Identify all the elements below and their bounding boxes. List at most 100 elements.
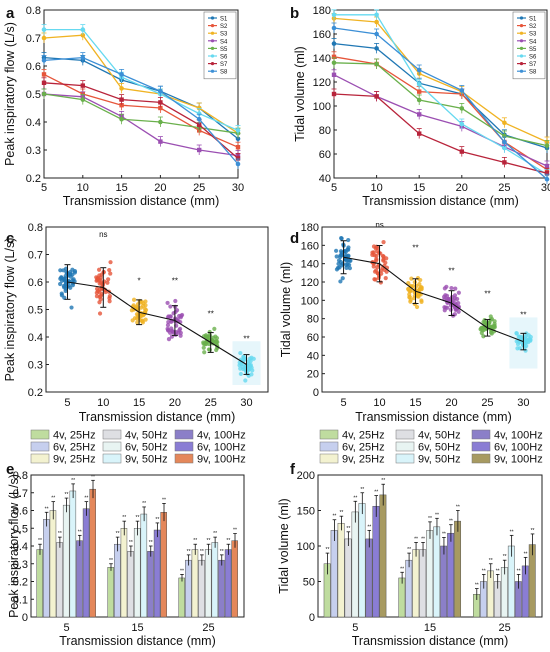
data-point <box>378 251 383 256</box>
legend-marker <box>519 69 524 73</box>
significance-label: ** <box>65 492 69 498</box>
x-tick-label: 25 <box>499 622 511 634</box>
data-point <box>488 330 494 335</box>
panel-letter: f <box>290 461 296 478</box>
y-tick-label: 0.3 <box>13 559 28 571</box>
bar <box>358 503 366 618</box>
y-tick-label: 0.2 <box>26 173 41 185</box>
data-point <box>59 275 64 280</box>
significance-label: ** <box>116 531 120 537</box>
data-point <box>246 367 251 373</box>
panel-letter: d <box>290 230 299 247</box>
significance-label: ** <box>208 310 214 319</box>
data-point <box>331 25 337 31</box>
data-point <box>417 89 422 94</box>
legend-marker <box>519 46 524 51</box>
x-tick-label: 25 <box>202 622 214 634</box>
bar <box>398 577 406 618</box>
significance-label: ** <box>38 538 42 544</box>
bar <box>419 549 427 618</box>
data-point <box>375 271 380 276</box>
bar <box>454 520 462 618</box>
data-point <box>96 267 102 272</box>
y-tick-label: 0.4 <box>28 332 43 344</box>
x-tick-label: 30 <box>541 182 550 194</box>
data-point <box>416 82 422 87</box>
significance-label: ** <box>207 538 211 544</box>
data-point <box>456 290 461 295</box>
legend-box <box>203 11 237 80</box>
data-point <box>243 378 248 383</box>
legend-marker <box>210 39 215 43</box>
data-point <box>383 276 388 281</box>
data-point <box>416 67 422 73</box>
data-point <box>202 341 208 347</box>
legend-marker <box>210 46 215 51</box>
legend-label: S1 <box>529 17 537 23</box>
significance-label: ** <box>353 495 357 501</box>
legend-swatch <box>471 429 491 440</box>
y-tick-label: 0.8 <box>13 470 28 482</box>
data-point <box>544 171 550 176</box>
data-point <box>158 88 163 94</box>
data-point <box>383 260 388 265</box>
bar <box>153 529 161 618</box>
legend-marker <box>519 16 524 20</box>
y-tick-label: 200 <box>297 470 315 482</box>
data-point <box>173 298 178 304</box>
significance-label: ** <box>122 515 126 521</box>
bar <box>185 559 192 618</box>
data-point <box>140 303 146 308</box>
y-tick-label: 0.6 <box>26 61 41 73</box>
series-line-S3 <box>333 17 548 143</box>
y-axis-label: Tidal volume (ml) <box>277 498 291 593</box>
y-tick-label: 0.1 <box>13 594 28 606</box>
data-point <box>374 19 379 25</box>
data-point <box>107 267 112 273</box>
data-point <box>97 311 103 316</box>
data-point <box>178 330 183 335</box>
data-point <box>247 356 253 361</box>
y-tick-label: 40 <box>307 350 319 362</box>
bar <box>120 528 128 618</box>
bar <box>76 540 83 618</box>
series-line-S3 <box>43 34 239 134</box>
legend-marker <box>210 54 215 58</box>
significance-label: ** <box>91 474 95 480</box>
legend-marker <box>519 54 524 58</box>
bar <box>330 530 338 618</box>
data-point <box>58 281 63 287</box>
bar <box>426 530 434 618</box>
legend-label: 9v, 50Hz <box>125 454 168 466</box>
legend-swatch <box>102 429 122 440</box>
data-point <box>214 335 220 341</box>
significance-label: ** <box>367 524 371 530</box>
data-point <box>143 307 149 313</box>
significance-label: ** <box>381 478 385 484</box>
significance-label: ** <box>84 496 88 502</box>
data-point <box>207 347 212 352</box>
bar <box>224 549 232 618</box>
legend-label: 9v, 50Hz <box>418 454 461 466</box>
legend-label: S5 <box>220 47 228 53</box>
bar <box>337 523 345 618</box>
data-point <box>374 31 379 37</box>
data-point <box>331 54 337 59</box>
panel-letter: c <box>6 230 14 247</box>
x-axis-label: Transmission distance (mm) <box>63 194 220 208</box>
significance-label: ** <box>339 510 343 516</box>
data-point <box>235 128 241 133</box>
data-point <box>135 320 140 325</box>
data-point <box>197 147 202 153</box>
data-point <box>407 295 412 300</box>
bar <box>405 559 413 618</box>
y-tick-label: 0.7 <box>28 250 43 262</box>
data-point <box>339 252 344 257</box>
data-point <box>140 318 145 323</box>
legend-marker <box>210 24 215 28</box>
significance-label: ** <box>172 277 178 286</box>
x-tick-label: 5 <box>64 397 70 409</box>
y-tick-label: 0.3 <box>26 145 41 157</box>
